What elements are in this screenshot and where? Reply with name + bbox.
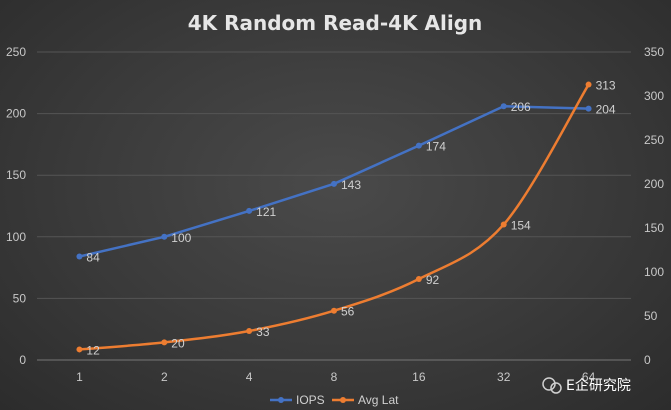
data-point xyxy=(415,276,422,283)
data-label: 33 xyxy=(256,325,270,339)
data-label: 100 xyxy=(171,231,191,245)
data-label: 154 xyxy=(511,218,531,232)
data-label: 143 xyxy=(341,178,361,192)
left-tick-label: 100 xyxy=(6,230,26,244)
data-point xyxy=(585,81,592,88)
left-tick-label: 200 xyxy=(6,107,26,121)
x-tick-label: 64 xyxy=(582,370,596,384)
x-tick-label: 16 xyxy=(412,370,426,384)
x-tick-label: 1 xyxy=(76,370,83,384)
chart-title: 4K Random Read-4K Align xyxy=(188,11,483,35)
legend: IOPS Avg Lat xyxy=(270,393,399,407)
data-point xyxy=(246,327,253,334)
data-label: 204 xyxy=(596,103,616,117)
data-label: 84 xyxy=(86,251,100,265)
data-label: 12 xyxy=(86,343,100,357)
series-avg-lat: 12 20 33 56 92 154 313 xyxy=(76,79,616,357)
wechat-icon xyxy=(542,377,562,394)
x-axis: 1 2 4 8 16 32 64 xyxy=(76,370,595,384)
data-point xyxy=(585,105,592,112)
right-tick-label: 100 xyxy=(644,265,664,279)
right-tick-label: 50 xyxy=(644,309,658,323)
legend-marker xyxy=(340,397,346,403)
data-point xyxy=(331,307,337,314)
left-tick-label: 50 xyxy=(13,291,27,305)
data-point xyxy=(500,221,507,228)
right-tick-label: 300 xyxy=(644,89,664,103)
legend-label: Avg Lat xyxy=(358,393,399,407)
data-label: 206 xyxy=(511,100,531,114)
right-tick-label: 200 xyxy=(644,177,664,191)
x-tick-label: 8 xyxy=(331,370,338,384)
left-tick-label: 250 xyxy=(6,45,26,59)
watermark: E企研究院 xyxy=(542,377,631,394)
left-tick-label: 150 xyxy=(6,168,26,182)
x-tick-label: 32 xyxy=(497,370,511,384)
data-point xyxy=(415,142,422,149)
x-tick-label: 2 xyxy=(161,370,168,384)
legend-item: IOPS xyxy=(270,393,325,407)
data-label: 56 xyxy=(341,305,355,319)
x-tick-label: 4 xyxy=(246,370,253,384)
data-point xyxy=(161,339,168,346)
left-axis: 0 50 100 150 200 250 xyxy=(6,45,26,367)
series-iops: 84 100 121 143 174 206 204 xyxy=(76,100,616,265)
right-tick-label: 150 xyxy=(644,221,664,235)
data-label: 121 xyxy=(256,205,276,219)
left-tick-label: 0 xyxy=(19,353,26,367)
legend-item: Avg Lat xyxy=(332,393,399,407)
right-tick-label: 350 xyxy=(644,45,664,59)
data-point xyxy=(331,180,337,187)
data-point xyxy=(246,207,253,214)
legend-label: IOPS xyxy=(296,393,325,407)
data-point xyxy=(76,253,83,260)
data-point xyxy=(500,103,507,110)
data-label: 92 xyxy=(426,273,440,287)
data-point xyxy=(76,346,83,353)
data-point xyxy=(161,233,168,240)
data-label: 174 xyxy=(426,140,446,154)
legend-marker xyxy=(278,397,284,403)
gridlines xyxy=(37,51,631,361)
right-axis: 0 50 100 150 200 250 300 350 xyxy=(644,45,664,367)
data-label: 20 xyxy=(171,336,185,350)
series-layer: 84 100 121 143 174 206 204 12 20 33 56 92 154 313 xyxy=(76,79,616,357)
right-tick-label: 250 xyxy=(644,133,664,147)
data-label: 313 xyxy=(596,79,616,93)
right-tick-label: 0 xyxy=(644,353,651,367)
watermark-text: E企研究院 xyxy=(566,377,631,394)
